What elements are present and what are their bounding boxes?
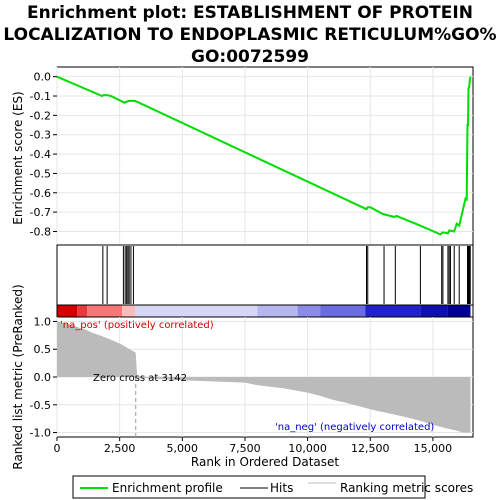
- es-y-tick-label-7: -0.7: [30, 206, 51, 219]
- es-y-tick-label-2: -0.2: [30, 109, 51, 122]
- x-tick-label-1: 2,500: [104, 442, 136, 455]
- es-grid: [56, 67, 473, 245]
- color-bar-segment-1: [77, 305, 88, 317]
- es-panel-frame: [56, 66, 474, 246]
- legend: Enrichment profile Hits Ranking metric s…: [72, 475, 473, 499]
- enrichment-profile-line: [56, 75, 472, 236]
- metric-y-tick-label-3: -0.5: [30, 399, 51, 412]
- ranking-metric-area: [57, 321, 471, 433]
- hits-panel-frame: [56, 244, 474, 306]
- hits-lines: [102, 246, 471, 304]
- metric-y-tick-label-0: 1.0: [34, 315, 52, 328]
- metric-y-tick-label-4: -1.0: [30, 427, 51, 440]
- x-axis-ticks: 0 2,500 5,000 7,500 10,000 12,500 15,000: [54, 437, 453, 455]
- x-tick-label-4: 10,000: [288, 442, 327, 455]
- color-bar-segment-2: [87, 305, 123, 317]
- es-y-tick-label-4: -0.4: [30, 148, 51, 161]
- color-bar-segment-10: [447, 305, 471, 317]
- x-tick-label-0: 0: [54, 442, 61, 455]
- chart-title-line-1: Enrichment plot: ESTABLISHMENT OF PROTEI…: [27, 3, 473, 23]
- zero-cross-label: Zero cross at 3142: [93, 373, 187, 384]
- legend-hits-label: Hits: [270, 481, 293, 495]
- es-y-tick-label-5: -0.5: [30, 167, 51, 180]
- metric-panel: 1.0 0.5 0.0 -0.5 -1.0: [30, 315, 474, 440]
- es-y-tick-label-8: -0.8: [30, 225, 51, 238]
- es-y-tick-label-6: -0.6: [30, 187, 51, 200]
- metric-y-axis-label: Ranked list metric (PreRanked): [11, 284, 25, 469]
- color-bar-segment-8: [365, 305, 421, 317]
- color-bar-segment-9: [420, 305, 448, 317]
- chart-title-line-2: LOCALIZATION TO ENDOPLASMIC RETICULUM%GO…: [3, 25, 496, 45]
- es-y-axis-label: Enrichment score (ES): [11, 91, 25, 224]
- neg-correlated-label: 'na_neg' (negatively correlated): [275, 422, 434, 433]
- hits-panel: [56, 244, 474, 306]
- color-bar-segment-3: [122, 305, 136, 317]
- legend-metric-label: Ranking metric scores: [340, 481, 473, 495]
- metric-y-tick-label-2: 0.0: [34, 371, 52, 384]
- color-bar-segment-5: [257, 305, 298, 317]
- x-tick-label-5: 12,500: [351, 442, 390, 455]
- x-axis-label: Rank in Ordered Dataset: [191, 455, 339, 469]
- x-tick-label-6: 15,000: [414, 442, 453, 455]
- es-y-tick-label-0: 0.0: [34, 71, 52, 84]
- x-tick-label-2: 5,000: [167, 442, 199, 455]
- es-y-ticks: 0.0 -0.1 -0.2 -0.3 -0.4 -0.5 -0.6 -0.7 -0.8: [30, 71, 57, 238]
- color-bar-segment-6: [297, 305, 321, 317]
- legend-frame: [72, 475, 426, 499]
- chart-title-line-3: GO:0072599: [191, 47, 309, 67]
- legend-enrichment-label: Enrichment profile: [112, 481, 223, 495]
- metric-y-ticks: 1.0 0.5 0.0 -0.5 -1.0: [30, 315, 57, 440]
- pos-correlated-label: 'na_pos' (positively correlated): [60, 320, 214, 331]
- es-y-tick-label-3: -0.3: [30, 129, 51, 142]
- color-bar-segment-7: [320, 305, 366, 317]
- es-panel: 0.0 -0.1 -0.2 -0.3 -0.4 -0.5 -0.6 -0.7 -0.8: [30, 66, 474, 246]
- color-bar-segment-0: [57, 305, 78, 317]
- x-tick-label-3: 7,500: [229, 442, 261, 455]
- es-y-tick-label-1: -0.1: [30, 90, 51, 103]
- ranking-color-bar: [57, 305, 471, 317]
- metric-y-tick-label-1: 0.5: [34, 343, 52, 356]
- color-bar-segment-4: [135, 305, 258, 317]
